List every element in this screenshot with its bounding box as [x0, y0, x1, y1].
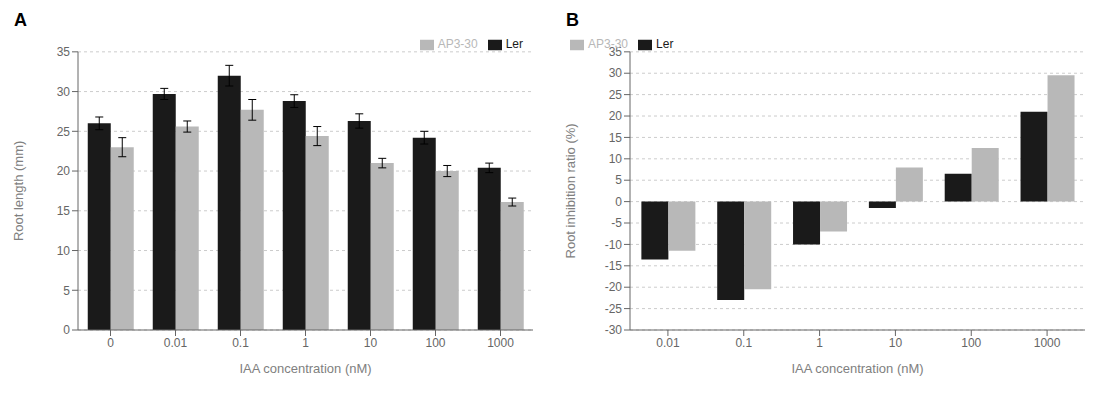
svg-text:0.1: 0.1 — [735, 336, 752, 350]
svg-text:20: 20 — [57, 164, 71, 178]
svg-text:-5: -5 — [611, 216, 622, 230]
svg-text:0: 0 — [107, 336, 114, 350]
svg-text:-15: -15 — [605, 259, 623, 273]
svg-text:100: 100 — [425, 336, 445, 350]
svg-text:1000: 1000 — [1034, 336, 1061, 350]
svg-text:1000: 1000 — [487, 336, 514, 350]
svg-text:20: 20 — [609, 109, 623, 123]
svg-text:0.01: 0.01 — [164, 336, 188, 350]
svg-text:25: 25 — [57, 125, 71, 139]
svg-text:IAA concentration (nM): IAA concentration (nM) — [239, 361, 371, 376]
svg-text:5: 5 — [615, 173, 622, 187]
svg-text:-10: -10 — [605, 238, 623, 252]
svg-text:0.01: 0.01 — [656, 336, 680, 350]
svg-text:15: 15 — [57, 204, 71, 218]
svg-text:Root inhibition ratio (%): Root inhibition ratio (%) — [563, 123, 578, 258]
svg-text:10: 10 — [609, 152, 623, 166]
svg-text:1: 1 — [816, 336, 823, 350]
svg-text:0.1: 0.1 — [232, 336, 249, 350]
svg-text:0: 0 — [63, 323, 70, 337]
svg-text:1: 1 — [302, 336, 309, 350]
svg-text:0: 0 — [615, 195, 622, 209]
svg-text:30: 30 — [57, 85, 71, 99]
svg-text:30: 30 — [609, 66, 623, 80]
svg-text:35: 35 — [57, 45, 71, 59]
svg-text:10: 10 — [889, 336, 903, 350]
svg-text:Root length (mm): Root length (mm) — [11, 141, 26, 241]
svg-text:25: 25 — [609, 88, 623, 102]
svg-text:-25: -25 — [605, 302, 623, 316]
svg-text:-30: -30 — [605, 323, 623, 337]
svg-text:10: 10 — [57, 244, 71, 258]
svg-text:5: 5 — [63, 284, 70, 298]
svg-text:10: 10 — [364, 336, 378, 350]
svg-text:-20: -20 — [605, 280, 623, 294]
svg-text:35: 35 — [609, 45, 623, 59]
svg-text:15: 15 — [609, 131, 623, 145]
svg-text:100: 100 — [961, 336, 981, 350]
svg-text:IAA concentration (nM): IAA concentration (nM) — [791, 361, 923, 376]
